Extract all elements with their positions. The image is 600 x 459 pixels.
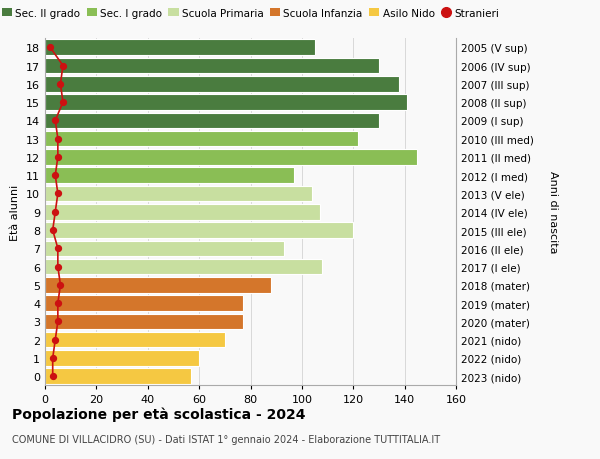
Point	[50, 208, 60, 216]
Point	[56, 81, 65, 88]
Bar	[45, 351, 199, 366]
Bar	[45, 332, 225, 348]
Point	[48, 373, 58, 380]
Point	[50, 118, 60, 125]
Point	[58, 99, 68, 106]
Bar	[45, 186, 312, 202]
Point	[53, 245, 62, 252]
Bar	[45, 223, 353, 238]
Bar	[45, 259, 322, 275]
Bar	[45, 296, 243, 311]
Point	[48, 354, 58, 362]
Bar	[45, 40, 315, 56]
Bar	[45, 59, 379, 74]
Point	[48, 227, 58, 234]
Bar	[45, 150, 418, 165]
Y-axis label: Età alunni: Età alunni	[10, 184, 20, 241]
Bar	[45, 113, 379, 129]
Point	[53, 263, 62, 271]
Point	[50, 336, 60, 344]
Point	[53, 318, 62, 325]
Bar	[45, 77, 400, 92]
Text: COMUNE DI VILLACIDRO (SU) - Dati ISTAT 1° gennaio 2024 - Elaborazione TUTTITALIA: COMUNE DI VILLACIDRO (SU) - Dati ISTAT 1…	[12, 434, 440, 444]
Legend: Sec. II grado, Sec. I grado, Scuola Primaria, Scuola Infanzia, Asilo Nido, Stran: Sec. II grado, Sec. I grado, Scuola Prim…	[0, 4, 503, 22]
Point	[50, 172, 60, 179]
Point	[56, 281, 65, 289]
Point	[53, 136, 62, 143]
Point	[53, 190, 62, 198]
Bar	[45, 132, 358, 147]
Point	[53, 154, 62, 161]
Bar	[45, 241, 284, 257]
Bar	[45, 314, 243, 330]
Bar	[45, 278, 271, 293]
Text: Popolazione per età scolastica - 2024: Popolazione per età scolastica - 2024	[12, 406, 305, 421]
Y-axis label: Anni di nascita: Anni di nascita	[548, 171, 557, 253]
Bar	[45, 369, 191, 384]
Bar	[45, 95, 407, 111]
Bar	[45, 168, 294, 184]
Bar	[45, 205, 320, 220]
Point	[46, 45, 55, 52]
Point	[53, 300, 62, 307]
Point	[58, 63, 68, 70]
